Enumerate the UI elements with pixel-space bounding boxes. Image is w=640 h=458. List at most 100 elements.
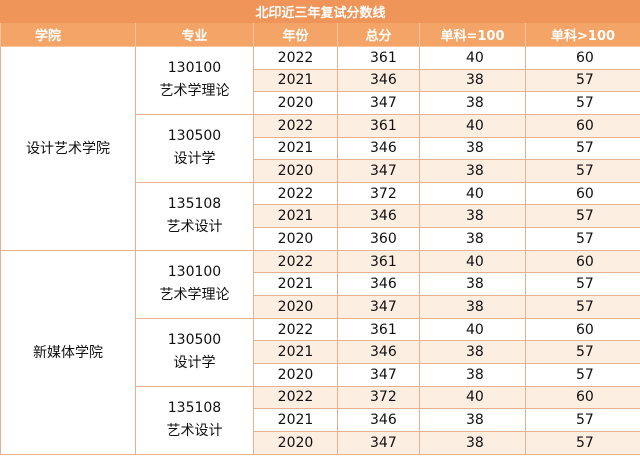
major-name: 艺术设计 <box>166 423 223 440</box>
major-code: 135108 <box>167 196 222 213</box>
major-cell: 130100 艺术学理论 <box>135 249 254 319</box>
table-row: 135108 艺术设计 2022 372 40 60 <box>1 181 640 251</box>
single-100-cell: 38 <box>419 272 526 297</box>
single-100-cell: 38 <box>419 295 526 319</box>
table-row: 2021 346 38 57 <box>1 68 640 93</box>
single-100-cell: 38 <box>419 408 526 432</box>
single-gt100-cell: 60 <box>524 317 640 342</box>
single-100-cell: 38 <box>419 227 526 251</box>
total-score-cell: 372 <box>337 385 420 410</box>
table-body: 设计艺术学院 130100 艺术学理论 2022 361 40 60 2021 346 38 57 2… <box>0 46 640 455</box>
total-score-cell: 372 <box>337 181 420 206</box>
single-100-cell: 38 <box>419 68 526 93</box>
major-code: 130100 <box>167 264 222 281</box>
header-major: 专业 <box>135 22 254 47</box>
major-name: 艺术设计 <box>166 219 223 236</box>
major-cell: 135108 艺术设计 <box>135 181 254 251</box>
major-cell: 135108 艺术设计 <box>135 385 254 455</box>
table-title: 北印近三年复试分数线 <box>0 0 640 23</box>
year-cell: 2022 <box>253 249 338 274</box>
total-score-cell: 360 <box>337 227 420 251</box>
single-gt100-cell: 60 <box>524 385 640 410</box>
total-score-cell: 346 <box>337 68 420 93</box>
header-total: 总分 <box>337 22 420 47</box>
table-row: 2020 347 38 57 <box>1 295 640 319</box>
single-100-cell: 40 <box>419 46 526 70</box>
table-row: 2020 347 38 57 <box>1 430 640 455</box>
single-gt100-cell: 60 <box>524 249 640 274</box>
single-gt100-cell: 57 <box>524 136 640 161</box>
major-name: 艺术学理论 <box>159 83 230 100</box>
single-gt100-cell: 57 <box>524 295 640 319</box>
single-100-cell: 38 <box>419 362 526 387</box>
single-gt100-cell: 57 <box>524 272 640 297</box>
single-gt100-cell: 60 <box>524 113 640 138</box>
title-row: 北印近三年复试分数线 <box>0 0 640 23</box>
total-score-cell: 347 <box>337 159 420 183</box>
major-cell: 130100 艺术学理论 <box>135 46 254 115</box>
total-score-cell: 346 <box>337 340 420 364</box>
total-score-cell: 361 <box>337 113 420 138</box>
year-cell: 2020 <box>253 362 338 387</box>
header-single-gt100: 单科>100 <box>524 22 640 47</box>
major-code: 130500 <box>167 332 222 349</box>
total-score-cell: 346 <box>337 136 420 161</box>
total-score-cell: 361 <box>337 46 420 70</box>
major-name: 设计学 <box>173 151 216 168</box>
header-year: 年份 <box>253 22 338 47</box>
table-row: 2021 346 38 57 <box>1 272 640 297</box>
year-cell: 2022 <box>253 113 338 138</box>
total-score-cell: 346 <box>337 408 420 432</box>
year-cell: 2022 <box>253 385 338 410</box>
single-100-cell: 38 <box>419 430 526 455</box>
single-100-cell: 38 <box>419 204 526 229</box>
table-row: 2020 347 38 57 <box>1 362 640 387</box>
year-cell: 2021 <box>253 272 338 297</box>
single-100-cell: 38 <box>419 340 526 364</box>
single-gt100-cell: 57 <box>524 430 640 455</box>
college-name: 设计艺术学院 <box>0 46 136 251</box>
table-row: 130500 设计学 2022 361 40 60 <box>1 113 640 183</box>
year-cell: 2020 <box>253 91 338 115</box>
table-row: 2020 360 38 57 <box>1 227 640 251</box>
major-code: 130100 <box>167 60 222 77</box>
single-gt100-cell: 57 <box>524 227 640 251</box>
header-row: 学院 专业 年份 总分 单科=100 单科>100 <box>0 22 640 47</box>
year-cell: 2020 <box>253 295 338 319</box>
major-cell: 130500 设计学 <box>135 113 254 183</box>
year-cell: 2022 <box>253 46 338 70</box>
major-code: 135108 <box>167 400 222 417</box>
major-cell: 130500 设计学 <box>135 317 254 387</box>
total-score-cell: 361 <box>337 317 420 342</box>
single-gt100-cell: 57 <box>524 408 640 432</box>
major-name: 艺术学理论 <box>159 287 230 304</box>
major-code: 130500 <box>167 128 222 145</box>
header-single-100: 单科=100 <box>419 22 526 47</box>
year-cell: 2021 <box>253 204 338 229</box>
single-100-cell: 40 <box>419 181 526 206</box>
single-100-cell: 40 <box>419 317 526 342</box>
table-row: 2021 346 38 57 <box>1 136 640 161</box>
total-score-cell: 347 <box>337 91 420 115</box>
table-row: 2021 346 38 57 <box>1 204 640 229</box>
single-gt100-cell: 57 <box>524 68 640 93</box>
year-cell: 2022 <box>253 181 338 206</box>
major-name: 设计学 <box>173 355 216 372</box>
year-cell: 2020 <box>253 227 338 251</box>
header-college: 学院 <box>0 22 136 47</box>
single-gt100-cell: 57 <box>524 340 640 364</box>
year-cell: 2020 <box>253 430 338 455</box>
total-score-cell: 347 <box>337 295 420 319</box>
year-cell: 2021 <box>253 340 338 364</box>
year-cell: 2021 <box>253 408 338 432</box>
single-gt100-cell: 57 <box>524 91 640 115</box>
year-cell: 2021 <box>253 136 338 161</box>
single-100-cell: 40 <box>419 249 526 274</box>
table-row: 设计艺术学院 130100 艺术学理论 2022 361 40 60 <box>0 46 640 251</box>
total-score-cell: 346 <box>337 272 420 297</box>
total-score-cell: 346 <box>337 204 420 229</box>
year-cell: 2020 <box>253 159 338 183</box>
table-row: 135108 艺术设计 2022 372 40 60 <box>1 385 640 455</box>
